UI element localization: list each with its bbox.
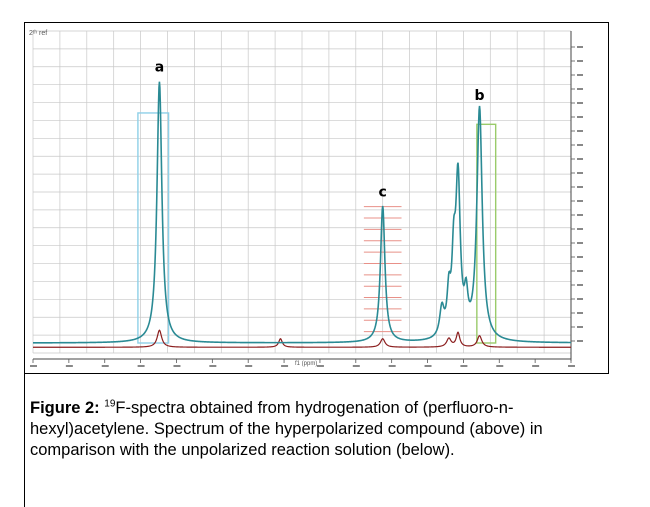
x-tick-label (316, 365, 324, 367)
figure-caption: Figure 2: 19F-spectra obtained from hydr… (30, 398, 550, 461)
peak-label-b: b (475, 88, 485, 104)
axis-ticks (30, 46, 583, 367)
x-tick-label (424, 365, 432, 367)
y-tick-label (577, 284, 583, 286)
y-tick-label (577, 102, 583, 104)
peak-label-c: c (379, 185, 387, 201)
peak-highlights (137, 112, 497, 344)
y-tick-label (577, 326, 583, 328)
y-tick-label (577, 158, 583, 160)
y-tick-label (577, 242, 583, 244)
unpolarized-trace (33, 329, 571, 348)
x-tick-label (209, 365, 217, 367)
y-tick-label (577, 228, 583, 230)
y-tick-label (577, 88, 583, 90)
y-tick-label (577, 186, 583, 188)
x-tick-label (352, 365, 360, 367)
spectrum-plot: a c b 2ᵗʰ ref f1 (ppm) (29, 30, 583, 367)
x-tick-label (460, 365, 468, 367)
y-tick-label (577, 46, 583, 48)
x-tick-label (173, 365, 181, 367)
x-tick-label (532, 365, 540, 367)
y-tick-label (577, 60, 583, 62)
x-tick-label (568, 365, 575, 367)
caption-text: F-spectra obtained from hydrogenation of… (30, 399, 543, 459)
y-tick-label (577, 270, 583, 272)
column-rule (24, 372, 25, 507)
y-tick-label (577, 74, 583, 76)
x-tick-label (65, 365, 73, 367)
x-tick-label (245, 365, 253, 367)
spectrum-figure: a c b 2ᵗʰ ref f1 (ppm) (24, 22, 609, 374)
y-tick-label (577, 340, 583, 342)
y-tick-label (577, 312, 583, 314)
peak-highlight (137, 112, 170, 344)
plot-grid (32, 30, 572, 361)
hyperpolarized-trace (32, 81, 572, 344)
peak-labels: a c b (155, 60, 485, 201)
x-tick-label (281, 365, 289, 367)
caption-superscript: 19 (104, 398, 116, 410)
y-tick-label (577, 130, 583, 132)
y-tick-label (577, 298, 583, 300)
y-tick-label (577, 116, 583, 118)
x-tick-label (101, 365, 109, 367)
x-axis-unit-label: f1 (ppm) (295, 361, 317, 367)
y-tick-label (577, 214, 583, 216)
caption-figure-label: Figure 2: (30, 399, 100, 417)
peak-highlight (476, 123, 497, 344)
x-tick-label (388, 365, 396, 367)
y-tick-label (577, 144, 583, 146)
y-tick-label (577, 256, 583, 258)
y-tick-label (577, 200, 583, 202)
peak-label-a: a (155, 60, 164, 76)
x-tick-label (137, 365, 145, 367)
corner-label: 2ᵗʰ ref (29, 30, 47, 37)
x-tick-label (496, 365, 504, 367)
y-tick-label (577, 172, 583, 174)
x-tick-label (30, 365, 37, 367)
